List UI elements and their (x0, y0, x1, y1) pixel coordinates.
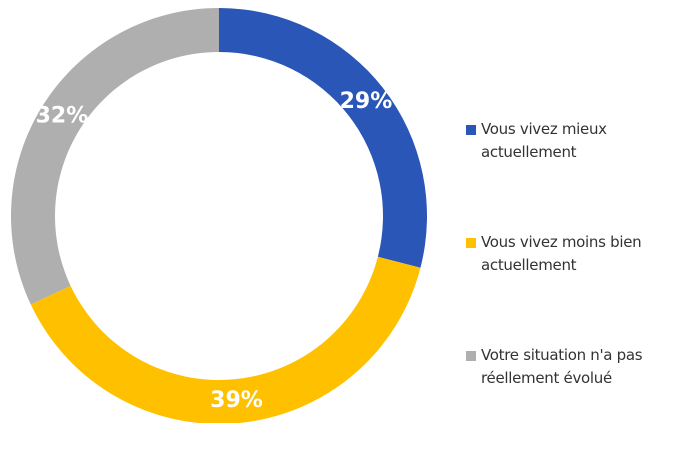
page: 29% 39% 32% Vous vivez mieux actuellement V… (10, 8, 643, 423)
legend-swatch (466, 238, 476, 248)
legend-label: Vous vivez mieux actuellement (481, 120, 607, 161)
donut-segment (10, 8, 220, 305)
donut-segment (219, 8, 428, 268)
value-label: 29% (340, 89, 393, 114)
legend-item: Vous vivez mieux actuellement (466, 118, 681, 231)
legend-item: Votre situation n'a pas réellement évolu… (466, 344, 681, 457)
legend: Vous vivez mieux actuellement Vous vivez … (466, 118, 681, 457)
value-label: 32% (36, 103, 89, 128)
legend-item: Vous vivez moins bien actuellement (466, 231, 681, 344)
value-label: 39% (210, 388, 263, 413)
legend-label: Votre situation n'a pas réellement évolu… (481, 346, 643, 387)
legend-swatch (466, 125, 476, 135)
donut-segment (30, 256, 421, 423)
chart: 29% 39% 32% (10, 8, 428, 423)
legend-swatch (466, 351, 476, 361)
legend-label: Vous vivez moins bien actuellement (481, 233, 642, 274)
